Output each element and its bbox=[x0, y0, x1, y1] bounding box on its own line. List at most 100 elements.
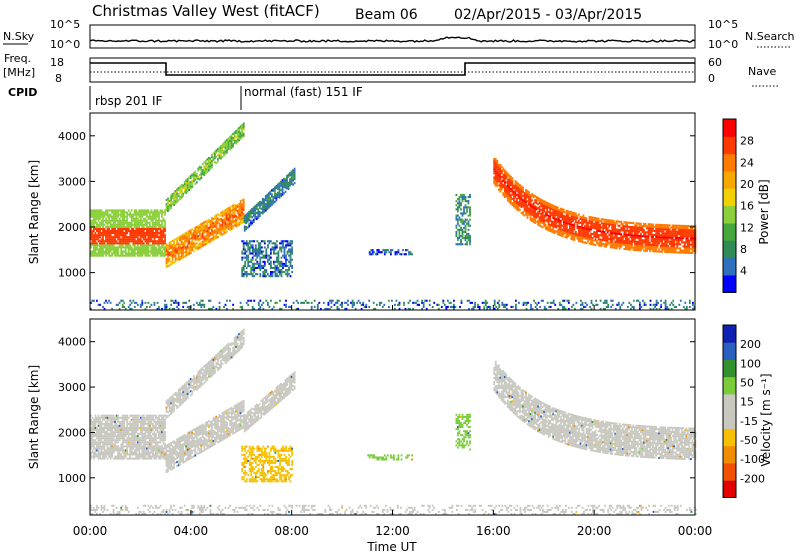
power-cell bbox=[496, 174, 499, 177]
power-cell bbox=[130, 236, 133, 239]
power-cell bbox=[227, 137, 230, 140]
power-cell bbox=[672, 303, 675, 306]
power-cell bbox=[691, 239, 694, 242]
power-cell bbox=[142, 236, 145, 239]
power-cell bbox=[665, 238, 668, 241]
power-cell bbox=[117, 248, 120, 251]
power-cell bbox=[247, 262, 250, 265]
power-cell bbox=[500, 180, 503, 183]
power-cell bbox=[174, 260, 177, 263]
power-cell bbox=[268, 206, 270, 209]
power-cell bbox=[176, 257, 179, 260]
power-cell bbox=[271, 193, 273, 196]
power-cell bbox=[100, 219, 103, 222]
power-cell bbox=[641, 247, 644, 250]
power-cell bbox=[644, 245, 647, 248]
power-cell bbox=[153, 217, 156, 220]
velocity-cell bbox=[106, 424, 109, 427]
power-cell bbox=[209, 157, 212, 160]
power-ytick-label: 3000 bbox=[58, 175, 86, 188]
power-cell bbox=[659, 240, 662, 243]
power-cell bbox=[241, 275, 244, 278]
power-cell bbox=[233, 131, 236, 134]
power-cell bbox=[582, 218, 585, 221]
power-cell bbox=[241, 199, 244, 202]
power-cell bbox=[224, 142, 227, 145]
power-cell bbox=[112, 242, 115, 245]
velocity-cell bbox=[94, 414, 97, 417]
power-cell bbox=[596, 231, 599, 234]
velocity-cell bbox=[94, 441, 97, 444]
power-cell bbox=[263, 202, 266, 205]
power-cell bbox=[558, 211, 561, 214]
power-cell bbox=[691, 251, 694, 254]
power-cell bbox=[173, 241, 176, 244]
power-cell bbox=[129, 246, 132, 249]
power-cell bbox=[552, 299, 555, 302]
power-cell bbox=[690, 233, 692, 236]
power-cell bbox=[278, 194, 281, 197]
power-cell bbox=[653, 238, 656, 241]
power-cell bbox=[158, 232, 160, 235]
power-cell bbox=[531, 209, 533, 212]
power-cell bbox=[253, 299, 256, 302]
power-cell bbox=[162, 248, 165, 251]
power-cell bbox=[164, 242, 166, 245]
power-cell bbox=[341, 305, 343, 308]
power-cell bbox=[688, 229, 691, 232]
power-cell bbox=[671, 236, 674, 239]
power-cell bbox=[123, 225, 126, 228]
power-cell bbox=[653, 244, 656, 247]
power-cell bbox=[254, 205, 257, 208]
power-cell bbox=[259, 260, 262, 263]
power-cell bbox=[260, 266, 263, 269]
power-cell bbox=[525, 211, 527, 214]
power-cell bbox=[251, 305, 254, 308]
power-cell bbox=[227, 225, 230, 228]
power-cell bbox=[135, 213, 138, 216]
power-cell bbox=[241, 219, 244, 222]
power-cell bbox=[565, 218, 568, 221]
power-cell bbox=[668, 230, 671, 233]
power-cell bbox=[534, 215, 537, 218]
power-cell bbox=[220, 144, 222, 147]
power-cell bbox=[147, 244, 150, 247]
power-cell bbox=[103, 213, 106, 216]
power-cell bbox=[285, 273, 287, 276]
power-cell bbox=[572, 232, 574, 235]
velocity-cell bbox=[96, 443, 98, 446]
power-cell bbox=[522, 194, 524, 197]
power-cell bbox=[217, 219, 219, 222]
power-cell bbox=[180, 238, 183, 241]
power-cell bbox=[114, 219, 117, 222]
power-cell bbox=[627, 244, 630, 247]
power-cell bbox=[256, 273, 259, 276]
power-cell bbox=[611, 223, 614, 226]
power-cell bbox=[156, 301, 159, 304]
power-cell bbox=[108, 221, 111, 224]
power-cell bbox=[144, 244, 147, 247]
velocity-cell bbox=[111, 455, 114, 458]
power-cell bbox=[208, 229, 210, 232]
power-cell bbox=[195, 177, 198, 180]
power-cell bbox=[191, 238, 194, 241]
power-cell bbox=[173, 307, 176, 310]
power-cell bbox=[153, 250, 156, 253]
power-cell bbox=[183, 232, 186, 235]
power-cell bbox=[200, 172, 203, 175]
power-cell bbox=[288, 254, 290, 257]
velocity-cell bbox=[100, 424, 103, 427]
power-cell bbox=[176, 188, 179, 191]
power-cell bbox=[138, 250, 141, 253]
power-cell bbox=[662, 234, 665, 237]
power-cell bbox=[192, 235, 195, 238]
power-cell bbox=[644, 223, 647, 226]
power-cell bbox=[513, 201, 515, 204]
power-cell bbox=[289, 174, 291, 177]
power-cell bbox=[614, 222, 617, 225]
power-cell bbox=[164, 299, 166, 302]
power-cell bbox=[610, 305, 613, 308]
power-cell bbox=[656, 250, 659, 253]
power-cell bbox=[520, 197, 523, 200]
power-cell bbox=[217, 231, 219, 234]
